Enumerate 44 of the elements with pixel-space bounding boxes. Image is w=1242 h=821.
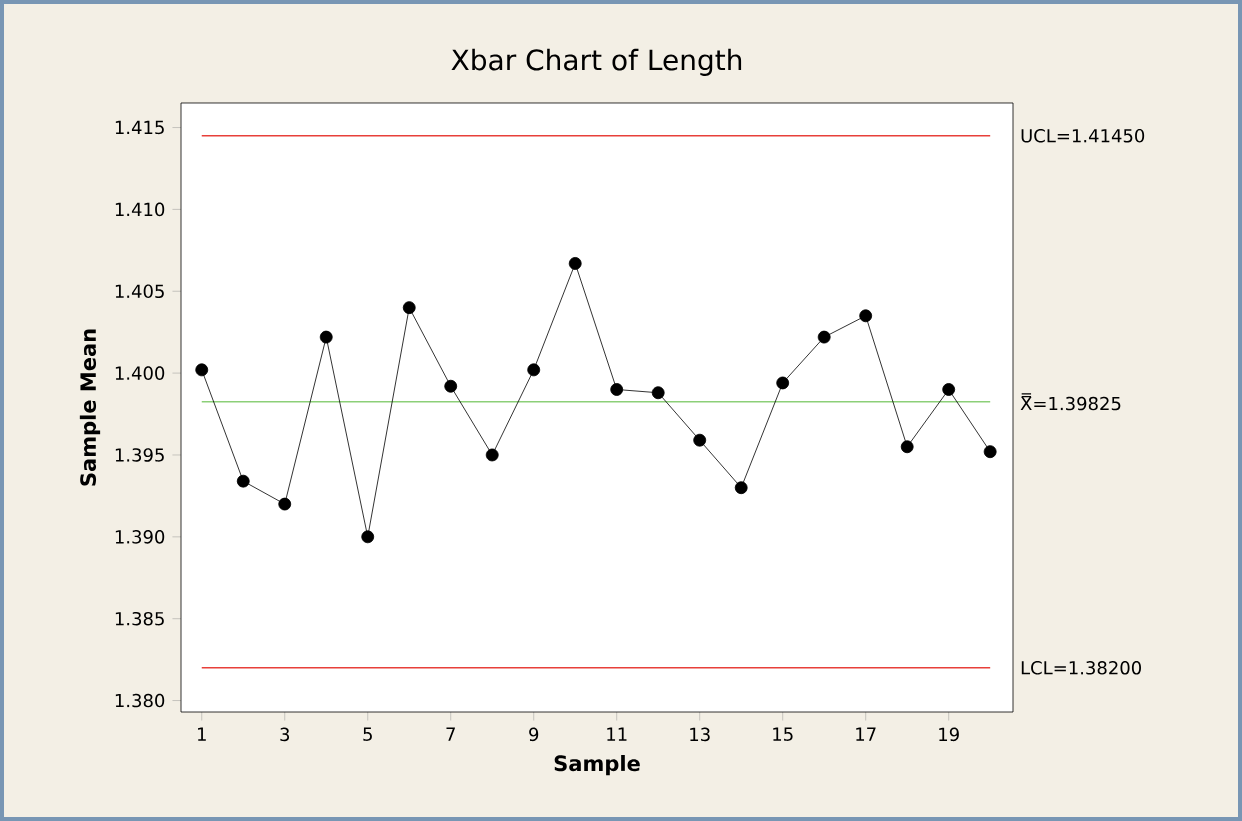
y-tick-label: 1.380 (115, 693, 165, 708)
x-tick-label: 19 (939, 727, 959, 742)
x-tick-label: 17 (856, 727, 876, 741)
x-tick-label: 1 (198, 727, 206, 741)
point (859, 309, 873, 323)
point (817, 330, 831, 344)
point (693, 433, 707, 447)
ref-line-label: LCL=1.38200 (1021, 660, 1141, 675)
x-tick-label: 11 (607, 727, 627, 741)
point (402, 301, 416, 315)
y-tick-label: 1.390 (115, 530, 165, 544)
point (361, 530, 375, 544)
point (278, 497, 292, 511)
point (610, 383, 624, 396)
point (900, 440, 914, 454)
y-tick-label: 1.410 (115, 202, 165, 217)
ref-line-label: X̿=1.39825 (1020, 393, 1121, 411)
point (195, 363, 209, 377)
y-tick-label: 1.395 (115, 448, 164, 462)
point (485, 448, 499, 462)
point (527, 363, 541, 377)
point (942, 383, 956, 396)
x-tick-label: 7 (446, 727, 455, 741)
ref-line-label: UCL=1.41450 (1021, 128, 1145, 143)
x-tick-label: 9 (529, 727, 539, 742)
y-tick-label: 1.405 (115, 284, 164, 299)
point (734, 481, 748, 495)
y-axis-title: Sample Mean (79, 329, 101, 486)
y-tick-label: 1.400 (115, 366, 165, 380)
point (776, 376, 790, 390)
x-tick-label: 3 (280, 727, 290, 742)
x-axis-title: Sample (554, 754, 640, 776)
y-tick-label: 1.415 (115, 120, 164, 135)
point (651, 386, 665, 400)
y-tick-label: 1.385 (115, 611, 164, 626)
x-tick-label: 5 (363, 727, 372, 741)
x-tick-label: 15 (773, 727, 793, 741)
point (444, 379, 458, 393)
point (236, 474, 250, 488)
point (983, 445, 997, 459)
point (568, 257, 582, 270)
point (319, 330, 333, 344)
x-tick-label: 13 (690, 727, 710, 742)
chart-title: Xbar Chart of Length (451, 48, 742, 76)
